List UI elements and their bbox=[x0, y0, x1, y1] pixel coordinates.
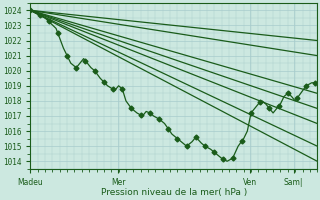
X-axis label: Pression niveau de la mer( hPa ): Pression niveau de la mer( hPa ) bbox=[100, 188, 247, 197]
